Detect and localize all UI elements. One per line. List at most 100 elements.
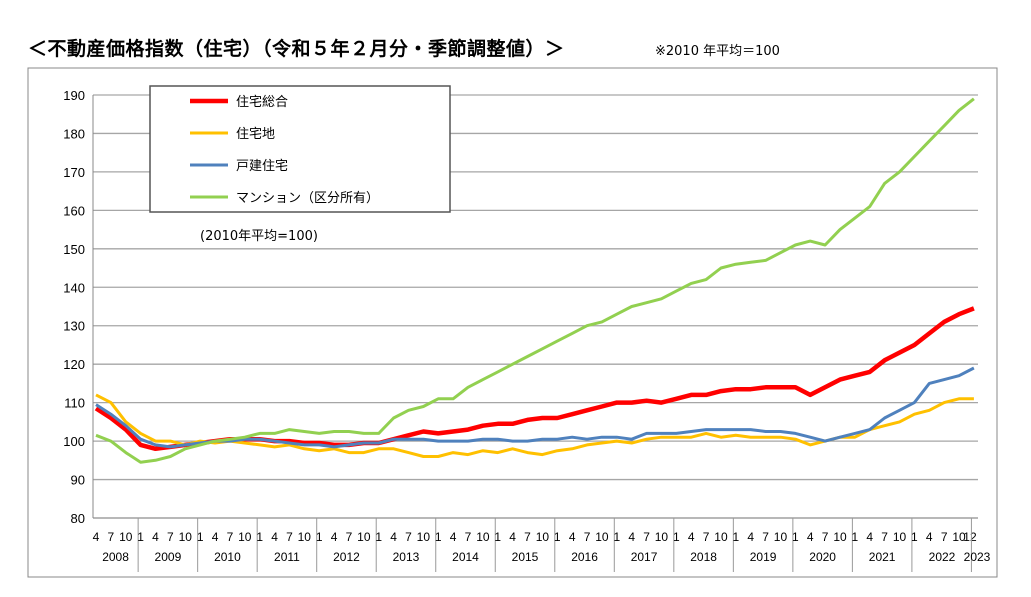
x-month-tick: 4 xyxy=(390,530,397,544)
x-month-tick: 4 xyxy=(926,530,933,544)
x-month-tick: 4 xyxy=(93,530,100,544)
x-month-tick: 1 xyxy=(613,530,620,544)
x-month-tick: 4 xyxy=(866,530,873,544)
x-month-tick: 7 xyxy=(167,530,174,544)
x-month-tick: 4 xyxy=(628,530,635,544)
x-year-label: 2012 xyxy=(333,550,360,564)
x-month-tick: 10 xyxy=(238,530,252,544)
x-month-tick: 10 xyxy=(595,530,609,544)
series-line-1 xyxy=(94,306,975,452)
legend-box xyxy=(149,85,451,213)
x-month-tick: 4 xyxy=(271,530,278,544)
x-month-tick: 7 xyxy=(524,530,531,544)
legend-label-2: 住宅地 xyxy=(236,127,275,142)
x-month-tick: 7 xyxy=(822,530,829,544)
x-month-tick: 1 xyxy=(852,530,859,544)
x-year-label: 2021 xyxy=(869,550,896,564)
x-month-tick: 10 xyxy=(952,530,966,544)
x-month-tick: 4 xyxy=(212,530,219,544)
x-month-tick: 1 xyxy=(911,530,918,544)
x-month-tick: 10 xyxy=(357,530,371,544)
x-month-tick: 7 xyxy=(703,530,710,544)
x-month-tick: 7 xyxy=(405,530,412,544)
x-month-tick: 4 xyxy=(450,530,457,544)
series-line-2 xyxy=(95,393,974,458)
base-year-note: ※2010 年平均＝100 xyxy=(655,44,780,59)
x-month-tick: 1 xyxy=(673,530,680,544)
x-year-label: 2011 xyxy=(274,550,300,564)
x-month-tick: 10 xyxy=(298,530,312,544)
x-month-tick: 10 xyxy=(774,530,788,544)
y-tick-label: 100 xyxy=(63,434,85,449)
x-month-tick: 7 xyxy=(941,530,948,544)
x-month-tick: 4 xyxy=(331,530,338,544)
y-tick-label: 190 xyxy=(63,88,85,103)
x-year-label: 2009 xyxy=(155,550,182,564)
y-tick-label: 170 xyxy=(63,165,85,180)
legend-label-3: 戸建住宅 xyxy=(236,159,288,174)
x-month-tick: 1 xyxy=(435,530,442,544)
x-month-tick: 7 xyxy=(346,530,353,544)
y-tick-label: 180 xyxy=(63,126,85,141)
x-month-tick: 1 xyxy=(316,530,323,544)
x-month-tick: 12 xyxy=(963,530,977,544)
x-month-tick: 4 xyxy=(807,530,814,544)
x-month-tick: 7 xyxy=(584,530,591,544)
x-month-tick: 1 xyxy=(792,530,799,544)
x-month-tick: 4 xyxy=(509,530,516,544)
x-month-tick: 1 xyxy=(554,530,561,544)
x-month-tick: 1 xyxy=(137,530,144,544)
x-year-label: 2023 xyxy=(964,550,991,564)
x-month-tick: 7 xyxy=(881,530,888,544)
series-line-3 xyxy=(95,366,975,449)
x-month-tick: 10 xyxy=(476,530,490,544)
x-year-label: 2016 xyxy=(571,550,598,564)
x-month-tick: 4 xyxy=(688,530,695,544)
y-tick-label: 90 xyxy=(71,473,85,488)
x-year-label: 2017 xyxy=(631,550,658,564)
x-year-label: 2013 xyxy=(393,550,420,564)
x-month-tick: 7 xyxy=(108,530,115,544)
x-month-tick: 10 xyxy=(714,530,728,544)
x-month-tick: 4 xyxy=(152,530,159,544)
x-year-label: 2015 xyxy=(512,550,539,564)
annotation: (2010年平均=100) xyxy=(200,229,318,244)
legend-label-4: マンション（区分所有） xyxy=(236,191,379,206)
legend-label-1: 住宅総合 xyxy=(236,95,288,110)
y-tick-label: 110 xyxy=(64,396,85,411)
x-month-tick: 7 xyxy=(762,530,769,544)
x-month-tick: 10 xyxy=(833,530,847,544)
x-month-tick: 10 xyxy=(536,530,550,544)
x-month-tick: 1 xyxy=(375,530,382,544)
x-month-tick: 10 xyxy=(655,530,669,544)
x-year-label: 2020 xyxy=(809,550,836,564)
x-month-tick: 7 xyxy=(286,530,293,544)
y-tick-label: 160 xyxy=(63,203,85,218)
x-month-tick: 7 xyxy=(227,530,234,544)
x-month-tick: 10 xyxy=(417,530,431,544)
y-tick-label: 150 xyxy=(63,242,85,257)
x-month-tick: 10 xyxy=(893,530,907,544)
y-tick-label: 120 xyxy=(63,357,85,372)
x-month-tick: 4 xyxy=(747,530,754,544)
x-year-label: 2019 xyxy=(750,550,777,564)
series-line-4 xyxy=(95,97,975,464)
y-tick-label: 80 xyxy=(71,511,85,526)
x-month-tick: 1 xyxy=(197,530,204,544)
y-tick-label: 130 xyxy=(63,319,85,334)
x-year-label: 2008 xyxy=(102,550,129,564)
x-month-tick: 7 xyxy=(465,530,472,544)
x-month-tick: 10 xyxy=(179,530,193,544)
x-year-label: 2010 xyxy=(214,550,241,564)
x-month-tick: 1 xyxy=(256,530,263,544)
x-month-tick: 1 xyxy=(732,530,739,544)
x-year-label: 2014 xyxy=(452,550,479,564)
x-year-label: 2022 xyxy=(929,550,956,564)
y-tick-label: 140 xyxy=(63,280,85,295)
chart-border xyxy=(27,67,998,578)
x-month-tick: 10 xyxy=(119,530,133,544)
page-title: ＜不動産価格指数（住宅）（令和５年２月分・季節調整値）＞ xyxy=(28,38,565,60)
x-month-tick: 7 xyxy=(643,530,650,544)
